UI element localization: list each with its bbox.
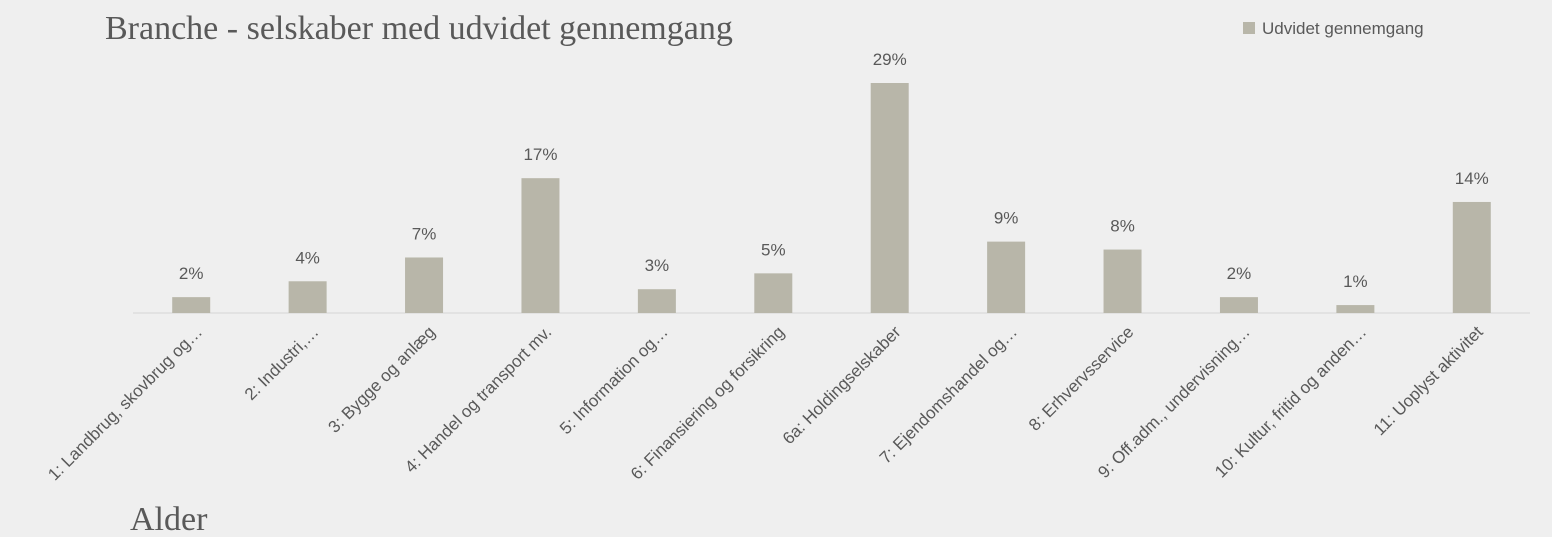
value-label: 14%	[1455, 169, 1489, 188]
bar	[172, 297, 211, 313]
bar	[1103, 249, 1142, 313]
bar	[1452, 201, 1491, 313]
value-label: 1%	[1343, 272, 1368, 291]
bar	[987, 241, 1026, 313]
subtitle: Alder	[130, 501, 208, 537]
bar	[288, 281, 327, 313]
value-label: 7%	[412, 224, 437, 243]
legend-swatch	[1243, 22, 1255, 34]
value-label: 9%	[994, 209, 1019, 228]
value-label: 5%	[761, 240, 786, 259]
bar	[754, 273, 793, 313]
value-label: 29%	[873, 50, 907, 69]
value-label: 8%	[1110, 217, 1135, 236]
value-label: 3%	[645, 256, 670, 275]
bar	[870, 83, 909, 313]
bar	[1336, 305, 1375, 313]
bar	[521, 178, 560, 313]
bar	[637, 289, 676, 313]
value-label: 2%	[179, 264, 204, 283]
chart-title: Branche - selskaber med udvidet gennemga…	[105, 10, 733, 47]
legend-label: Udvidet gennemgang	[1262, 19, 1424, 38]
bar	[1219, 297, 1258, 313]
value-label: 17%	[523, 145, 557, 164]
value-label: 2%	[1227, 264, 1252, 283]
value-label: 4%	[295, 248, 320, 267]
bar	[405, 257, 444, 313]
